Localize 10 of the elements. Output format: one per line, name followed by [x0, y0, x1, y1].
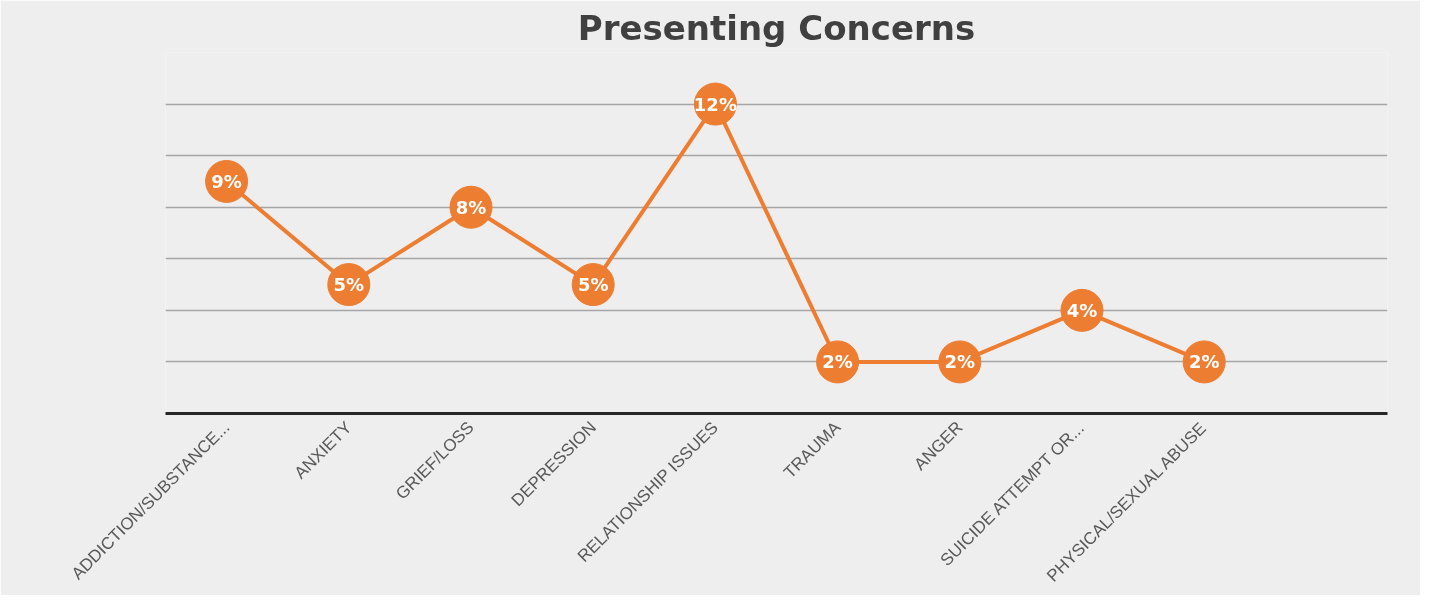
data-label: 4% [1066, 299, 1098, 321]
chart-title: Presenting Concerns [577, 7, 976, 48]
data-label: 2% [822, 351, 853, 373]
data-label: 2% [1188, 351, 1220, 373]
data-label: 5% [333, 274, 365, 296]
data-label: 8% [455, 196, 487, 218]
data-label: 2% [944, 351, 976, 373]
data-label: 9% [211, 170, 242, 192]
data-label: 5% [577, 274, 609, 296]
data-label: 12% [693, 93, 737, 115]
